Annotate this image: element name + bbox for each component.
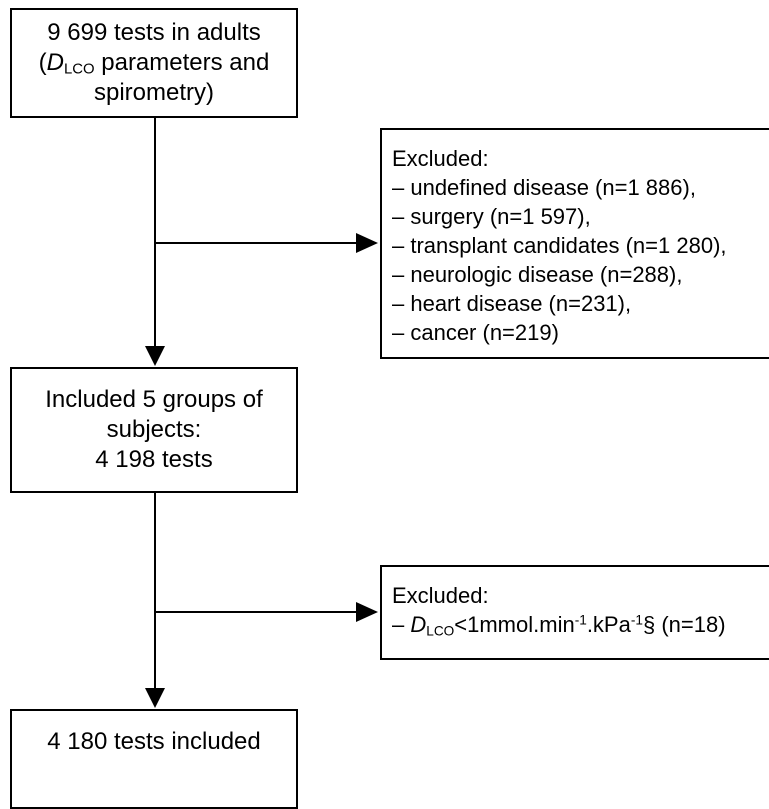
- dlco-subscript: LCO: [426, 623, 455, 639]
- excluded-2-criterion: – DLCO<1mmol.min-1.kPa-1§ (n=18): [392, 610, 769, 639]
- start-box: 9 699 tests in adults (DLCO parameters a…: [10, 8, 298, 118]
- arrowhead-right-1: [356, 233, 378, 253]
- excluded-1-item: – undefined disease (n=1 886),: [392, 175, 696, 200]
- included-line-3: 4 198 tests: [95, 446, 213, 473]
- included-box: Included 5 groups of subjects: 4 198 tes…: [10, 367, 298, 493]
- dlco-variable: D: [46, 49, 64, 76]
- excluded-box-2: Excluded: – DLCO<1mmol.min-1.kPa-1§ (n=1…: [380, 565, 769, 660]
- start-line-2: (DLCO parameters and: [39, 48, 270, 78]
- start-line-2-rest: parameters and: [94, 49, 270, 76]
- excluded-1-item: – heart disease (n=231),: [392, 291, 632, 316]
- included-line-1: Included 5 groups of: [45, 386, 263, 413]
- excluded-2-sup-1: -1: [574, 612, 587, 628]
- excluded-1-item: – transplant candidates (n=1 280),: [392, 233, 727, 258]
- arrowhead-right-2: [356, 602, 378, 622]
- final-line-1: 4 180 tests included: [47, 728, 261, 755]
- dlco-variable: D: [410, 612, 427, 637]
- excluded-2-heading: Excluded:: [392, 583, 489, 608]
- excluded-2-text-2: .kPa: [586, 612, 631, 637]
- start-line-1: 9 699 tests in adults: [47, 19, 261, 46]
- excluded-1-heading: Excluded:: [392, 146, 489, 171]
- excluded-2-text-1: <1mmol.min: [454, 612, 575, 637]
- excluded-1-item: – neurologic disease (n=288),: [392, 262, 683, 287]
- arrowhead-down-2: [145, 688, 165, 708]
- flow-connectors: [145, 118, 378, 708]
- excluded-2-text-3: § (n=18): [642, 612, 726, 637]
- excluded-2-sup-2: -1: [630, 612, 643, 628]
- excluded-2-dash: –: [392, 612, 411, 637]
- dlco-subscript: LCO: [63, 61, 95, 78]
- included-line-2: subjects:: [106, 416, 202, 443]
- final-box: 4 180 tests included: [10, 709, 298, 809]
- arrowhead-down-1: [145, 346, 165, 366]
- start-line-3: spirometry): [93, 79, 214, 106]
- excluded-1-item: – cancer (n=219): [392, 320, 559, 345]
- excluded-1-item: – surgery (n=1 597),: [392, 204, 591, 229]
- start-line-2-open: (: [38, 49, 47, 76]
- excluded-box-1: Excluded: – undefined disease (n=1 886),…: [380, 128, 769, 359]
